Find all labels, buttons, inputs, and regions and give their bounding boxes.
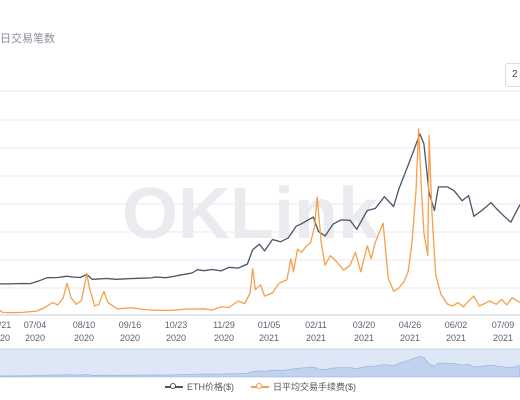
x-tick-label: 04/26: [399, 320, 422, 330]
chart-title: 日交易笔数: [0, 33, 55, 45]
x-tick-label: 06/02: [445, 320, 468, 330]
range-select[interactable]: 2: [505, 63, 520, 87]
watermark: OKLink: [122, 174, 379, 254]
zoom-slider[interactable]: [0, 348, 520, 378]
x-tick-year: 2020: [214, 333, 234, 343]
x-tick-year: 2020: [74, 333, 94, 343]
x-tick-label: 07/09: [492, 320, 515, 330]
x-tick-year: 2021: [493, 333, 513, 343]
legend-label-fee: 日平均交易手续费($): [273, 382, 356, 392]
legend-swatch-fee: [251, 382, 269, 392]
series-line-avg-fee: [0, 128, 520, 314]
x-tick-year: 2021: [259, 333, 279, 343]
x-tick-label: 02/11: [305, 320, 327, 330]
x-tick-year: 2021: [400, 333, 420, 343]
x-tick-label: 10/23: [165, 320, 188, 330]
x-tick-year: 2020: [166, 333, 186, 343]
legend-item-fee[interactable]: 日平均交易手续费($): [251, 380, 356, 393]
x-tick-year: 2020: [25, 333, 45, 343]
x-tick-year: 2020: [0, 333, 10, 343]
main-chart: OKLink 06/21 2020 07/04 2020 08/10 2020 09/16 2…: [0, 90, 520, 378]
x-tick-label: 11/29: [213, 320, 235, 330]
series-layer: [0, 128, 520, 314]
x-tick-year: 2020: [120, 333, 140, 343]
x-tick-label: 08/10: [73, 320, 96, 330]
x-tick-year: 2021: [306, 333, 326, 343]
x-axis: 06/21 2020 07/04 2020 08/10 2020 09/16 2020 10/2…: [0, 314, 520, 343]
legend: ETH价格($) 日平均交易手续费($): [0, 380, 520, 396]
legend-item-eth[interactable]: ETH价格($): [165, 380, 234, 393]
x-tick-label: 07/04: [24, 320, 47, 330]
slider-preview-area: [0, 355, 520, 378]
x-tick-label: 03/20: [353, 320, 376, 330]
x-tick-label: 01/05: [258, 320, 281, 330]
x-tick-year: 2021: [354, 333, 374, 343]
legend-label-eth: ETH价格($): [187, 382, 234, 392]
legend-swatch-eth: [165, 382, 183, 392]
x-tick-year: 2021: [446, 333, 466, 343]
x-tick-label: 06/21: [0, 320, 11, 330]
x-tick-label: 09/16: [119, 320, 142, 330]
